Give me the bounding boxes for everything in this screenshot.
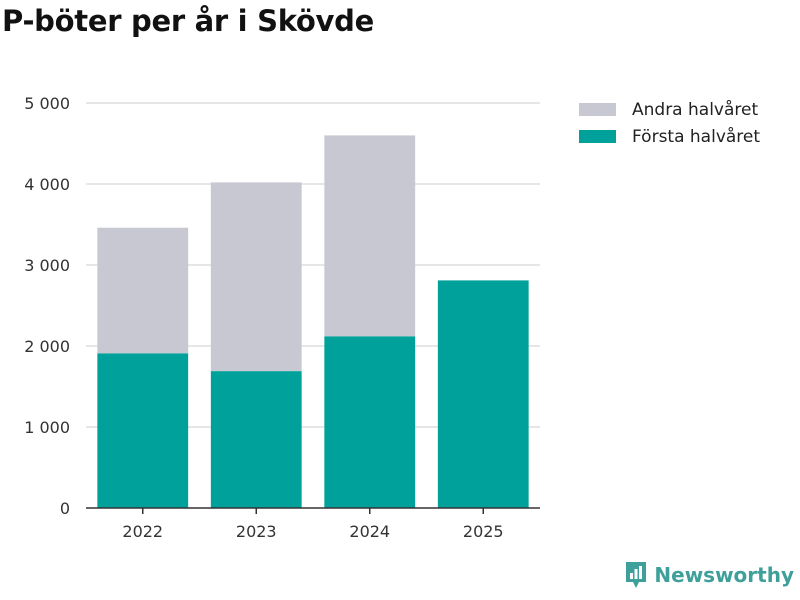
legend-swatch-second-half bbox=[579, 103, 616, 116]
legend-item-first-half[interactable]: Första halvåret bbox=[579, 123, 760, 150]
chart-title: P-böter per år i Skövde bbox=[2, 4, 374, 38]
newsworthy-logo-icon bbox=[626, 562, 647, 588]
bar-first-half bbox=[437, 280, 529, 508]
legend-label-first-half: Första halvåret bbox=[632, 126, 761, 147]
y-tick-label: 1 000 bbox=[24, 418, 70, 437]
bar-second-half bbox=[97, 227, 189, 354]
legend: Andra halvåret Första halvåret bbox=[579, 96, 760, 150]
bar-second-half bbox=[210, 182, 302, 372]
bar-first-half bbox=[324, 336, 416, 508]
y-tick-label: 3 000 bbox=[24, 256, 70, 275]
x-tick-label: 2025 bbox=[463, 522, 504, 541]
legend-item-second-half[interactable]: Andra halvåret bbox=[579, 96, 760, 123]
y-tick-label: 0 bbox=[60, 499, 70, 518]
x-tick-label: 2024 bbox=[349, 522, 390, 541]
brand-logo[interactable]: Newsworthy bbox=[624, 560, 794, 590]
y-tick-label: 2 000 bbox=[24, 337, 70, 356]
x-tick-label: 2023 bbox=[236, 522, 277, 541]
bar-first-half bbox=[210, 371, 302, 508]
legend-swatch-first-half bbox=[579, 130, 616, 143]
bar-first-half bbox=[97, 353, 189, 508]
brand-name: Newsworthy bbox=[654, 563, 794, 587]
bar-second-half bbox=[324, 135, 416, 337]
y-tick-label: 5 000 bbox=[24, 94, 70, 113]
y-tick-label: 4 000 bbox=[24, 175, 70, 194]
x-tick-label: 2022 bbox=[122, 522, 163, 541]
legend-label-second-half: Andra halvåret bbox=[632, 99, 759, 120]
